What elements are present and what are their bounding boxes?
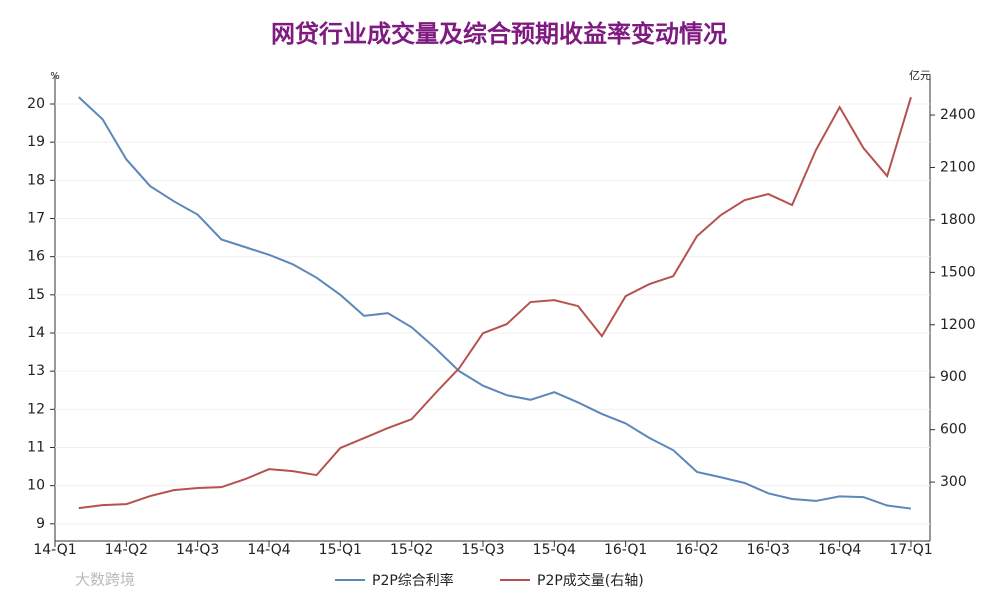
legend-label: P2P综合利率 [372, 572, 454, 589]
y2-unit: 亿元 [909, 69, 931, 82]
y-tick-label: 20 [27, 96, 45, 112]
y-tick-label: 17 [27, 211, 45, 227]
x-tick-label: 16-Q3 [747, 542, 790, 558]
x-tick-label: 17-Q1 [889, 542, 932, 558]
legend-label: P2P成交量(右轴) [537, 572, 644, 589]
y-tick-label: 16 [27, 249, 45, 265]
x-tick-label: 14-Q4 [247, 542, 290, 558]
watermark: 大数跨境 [75, 571, 135, 589]
y-tick-label: 13 [27, 363, 45, 379]
y-tick-label: 12 [27, 401, 45, 417]
x-tick-label: 15-Q4 [533, 542, 576, 558]
y2-tick-label: 2400 [940, 107, 976, 123]
y-tick-label: 9 [36, 516, 45, 532]
series-line [78, 96, 912, 510]
y-tick-label: 14 [27, 325, 45, 341]
x-tick-label: 16-Q1 [604, 542, 647, 558]
x-tick-label: 14-Q2 [105, 542, 148, 558]
y2-tick-label: 1200 [940, 317, 976, 333]
series-line [78, 96, 912, 510]
y-tick-label: 15 [27, 287, 45, 303]
y-tick-label: 10 [27, 478, 45, 494]
x-tick-label: 16-Q2 [675, 542, 718, 558]
y2-tick-label: 1800 [940, 212, 976, 228]
y-tick-label: 19 [27, 134, 45, 150]
y2-tick-label: 600 [940, 422, 967, 438]
y2-tick-label: 1500 [940, 264, 976, 280]
x-tick-label: 15-Q1 [319, 542, 362, 558]
x-tick-label: 15-Q2 [390, 542, 433, 558]
y2-tick-label: 2100 [940, 159, 976, 175]
y2-tick-label: 300 [940, 474, 967, 490]
y-tick-label: 18 [27, 172, 45, 188]
x-tick-label: 16-Q4 [818, 542, 861, 558]
x-tick-label: 15-Q3 [461, 542, 504, 558]
y2-tick-label: 900 [940, 369, 967, 385]
y-tick-label: 11 [27, 439, 45, 455]
x-tick-label: 14-Q1 [33, 542, 76, 558]
x-tick-label: 14-Q3 [176, 542, 219, 558]
chart-title: 网贷行业成交量及综合预期收益率变动情况 [271, 20, 727, 48]
